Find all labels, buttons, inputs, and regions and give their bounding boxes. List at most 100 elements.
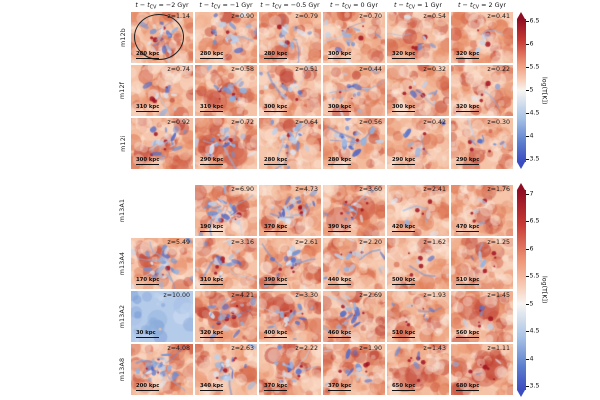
column-header-variable: t − t (135, 1, 150, 9)
column-header-subscript: CV (408, 5, 416, 11)
temperature-map-canvas (387, 238, 449, 289)
panel-scalebar-label: 460 kpc (328, 330, 352, 336)
colorbar-axis-label: log(T[K]) (538, 19, 550, 162)
colorbar-tick-label: 5.5 (529, 272, 540, 280)
panel-scalebar-label: 510 kpc (392, 330, 416, 336)
sim-panel-m13A1-col4: z=3.60 390 kpc (323, 185, 385, 236)
colorbar-tick-label: 3.5 (529, 382, 540, 390)
row-label-m13A8: m13A8 (117, 344, 129, 395)
column-header: t − tCV = −0.5 Gyr (258, 1, 322, 12)
colorbar-tick-mark (526, 113, 529, 114)
panel-scalebar (456, 284, 479, 285)
panel-scalebar-label: 30 kpc (136, 330, 156, 336)
panel-scalebar-label: 290 kpc (392, 157, 416, 163)
panel-scalebar-label: 290 kpc (200, 157, 224, 163)
column-header-value: = −0.5 Gyr (281, 1, 320, 9)
panel-scalebar (136, 337, 159, 338)
panel-scalebar-label: 400 kpc (264, 330, 288, 336)
column-header-value: = −2 Gyr (156, 1, 189, 9)
sim-panel-m13A1-col6: z=1.76 470 kpc (451, 185, 513, 236)
panel-scalebar (328, 58, 351, 59)
panel-scalebar (136, 58, 159, 59)
temperature-map-canvas (387, 291, 449, 342)
row-label-text: m12i (119, 135, 127, 152)
row-label-text: m13A2 (119, 304, 127, 329)
temperature-map-canvas (195, 118, 257, 169)
panel-scalebar-label: 170 kpc (136, 277, 160, 283)
temperature-map-canvas (259, 185, 321, 236)
sim-panel-m13A1-col3: z=4.73 370 kpc (259, 185, 321, 236)
panel-redshift-label: z=5.49 (167, 239, 190, 246)
temperature-map-canvas (131, 344, 193, 395)
colorbar-arrow-bottom (517, 162, 525, 169)
colorbar-tick-mark (526, 159, 529, 160)
colorbar-axis-label: log(T[K]) (538, 190, 550, 390)
temperature-map-canvas (131, 65, 193, 116)
panel-redshift-label: z=0.70 (359, 13, 382, 20)
sim-panel-m13A2-col1: z=10.00 30 kpc (131, 291, 193, 342)
temperature-map-canvas (131, 238, 193, 289)
colorbar-arrow-top (517, 183, 525, 190)
temperature-map-canvas (387, 344, 449, 395)
temperature-map-canvas (387, 12, 449, 63)
panel-scalebar-label: 310 kpc (200, 277, 224, 283)
colorbar-tick-mark (526, 248, 529, 250)
temperature-map-canvas (131, 291, 193, 342)
panel-redshift-label: z=0.56 (359, 119, 382, 126)
colorbar-tick-mark (526, 331, 529, 333)
column-header-subscript: CV (274, 5, 282, 11)
panel-redshift-label: z=0.44 (359, 66, 382, 73)
panel-scalebar-label: 280 kpc (200, 51, 224, 57)
column-header-value: = −1 Gyr (220, 1, 253, 9)
colorbar-tick-label: 4.5 (529, 109, 540, 117)
panel-redshift-label: z=0.32 (423, 66, 446, 73)
panel-scalebar-label: 560 kpc (456, 330, 480, 336)
panel-scalebar (328, 231, 351, 232)
colorbar-m13 (517, 190, 526, 390)
panel-redshift-label: z=6.90 (231, 186, 254, 193)
row-label-m13A2: m13A2 (117, 291, 129, 342)
panel-redshift-label: z=1.25 (487, 239, 510, 246)
column-header-subscript: CV (213, 5, 221, 11)
colorbar-tick-label: 4 (529, 355, 534, 363)
panel-redshift-label: z=0.58 (231, 66, 254, 73)
sim-panel-m13A2-col2: z=4.21 320 kpc (195, 291, 257, 342)
sim-panel-m12i-col6: z=0.30 290 kpc (451, 118, 513, 169)
panel-scalebar (200, 390, 223, 391)
panel-scalebar-label: 420 kpc (392, 224, 416, 230)
column-header-variable: t − t (260, 1, 275, 9)
colorbar-tick-label: 6 (529, 40, 534, 48)
panel-scalebar-label: 320 kpc (392, 51, 416, 57)
row-label-text: m13A8 (119, 357, 127, 382)
panel-scalebar (392, 231, 415, 232)
sim-panel-m12f-col4: z=0.44 300 kpc (323, 65, 385, 116)
panel-redshift-label: z=1.62 (423, 239, 446, 246)
panel-redshift-label: z=4.21 (231, 292, 254, 299)
panel-redshift-label: z=2.22 (295, 345, 318, 352)
colorbar-tick-mark (526, 44, 529, 45)
panel-redshift-label: z=2.41 (423, 186, 446, 193)
panel-redshift-label: z=0.72 (231, 119, 254, 126)
temperature-map-canvas (323, 344, 385, 395)
colorbar-tick-mark (526, 136, 529, 137)
column-header: t − tCV = −2 Gyr (130, 1, 194, 12)
sim-panel-m13A4-col2: z=3.16 310 kpc (195, 238, 257, 289)
panel-scalebar (200, 231, 223, 232)
column-header-variable: t − t (199, 1, 214, 9)
colorbar-tick-mark (526, 221, 529, 223)
colorbar-tick-label: 4 (529, 132, 534, 140)
sim-panel-m13A8-col5: z=1.43 650 kpc (387, 344, 449, 395)
colorbar-tick-mark (526, 90, 529, 91)
panel-scalebar-label: 320 kpc (456, 104, 480, 110)
colorbar-tick-label: 6.5 (529, 217, 540, 225)
panel-scalebar (200, 111, 223, 112)
sim-panel-m13A4-col6: z=1.25 510 kpc (451, 238, 513, 289)
colorbar-arrow-top (517, 12, 525, 19)
panel-scalebar-label: 300 kpc (264, 104, 288, 110)
panel-scalebar-label: 300 kpc (328, 104, 352, 110)
panel-redshift-label: z=4.08 (167, 345, 190, 352)
colorbar-arrow-bottom (517, 390, 525, 397)
column-header-subscript: CV (472, 5, 480, 11)
temperature-map-canvas (323, 185, 385, 236)
column-header: t − tCV = 0 Gyr (322, 1, 386, 12)
